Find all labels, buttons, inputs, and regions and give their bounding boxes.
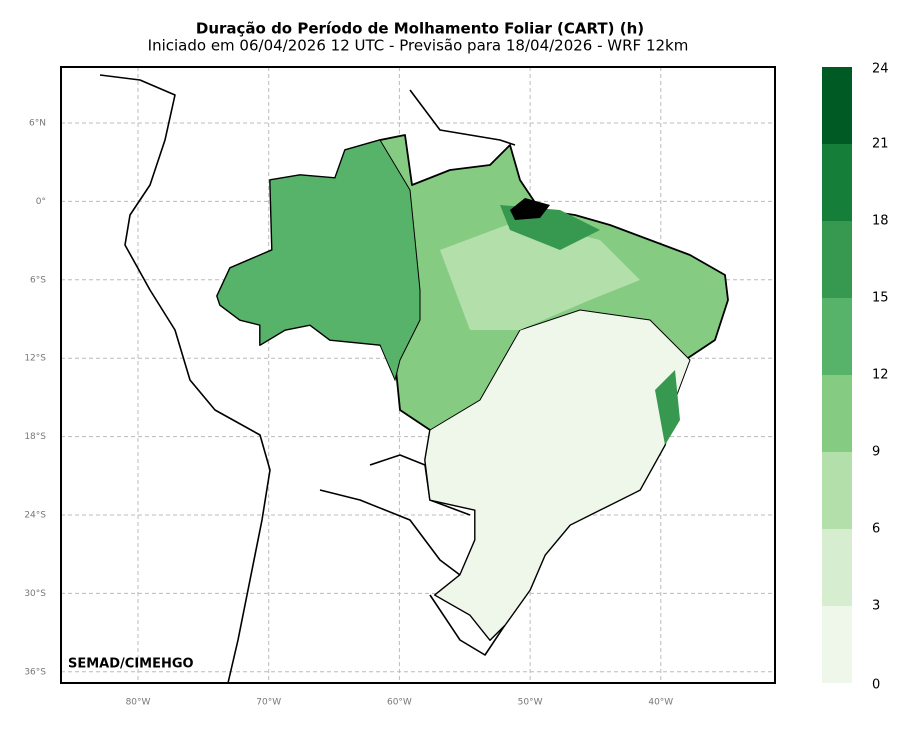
colorbar: 0 3 6 9 12 15 18 21 24	[822, 62, 889, 693]
lat-label: 6°N	[29, 119, 46, 129]
colorbar-bin	[822, 606, 852, 683]
title: Duração do Período de Molhamento Foliar …	[196, 20, 644, 38]
colorbar-bin	[822, 144, 852, 221]
marajo	[510, 198, 550, 220]
colorbar-bin	[822, 67, 852, 144]
wet-region	[216, 139, 421, 382]
lat-label: 30°S	[24, 589, 46, 599]
colorbar-tick-label: 21	[872, 137, 889, 152]
colorbar-tick-label: 15	[872, 291, 889, 306]
colorbar-tick-label: 0	[872, 678, 880, 693]
lon-label: 60°W	[387, 698, 412, 708]
mid-region	[440, 220, 640, 330]
colorbar-bin	[822, 298, 852, 375]
lat-label: 0°	[36, 197, 46, 207]
lat-label: 12°S	[24, 354, 46, 364]
colorbar-bin	[822, 375, 852, 452]
lon-label: 80°W	[126, 698, 151, 708]
credit: SEMAD/CIMEHGO	[68, 657, 194, 672]
colorbar-tick-label: 12	[872, 368, 889, 383]
lat-label: 24°S	[24, 511, 46, 521]
dry-region	[424, 309, 691, 641]
lat-label: 6°S	[30, 275, 46, 285]
south-america-outline	[99, 74, 516, 684]
map-frame	[60, 66, 776, 684]
lat-label: 36°S	[24, 667, 46, 677]
lon-label: 50°W	[518, 698, 543, 708]
colorbar-bin	[822, 221, 852, 298]
map: SEMAD/CIMEHGO	[60, 66, 776, 684]
colorbar-tick-label: 18	[872, 214, 889, 229]
colorbar-tick-label: 3	[872, 599, 880, 614]
lat-label: 18°S	[24, 432, 46, 442]
colorbar-bin	[822, 529, 852, 606]
lon-label: 40°W	[648, 698, 673, 708]
coast-region	[500, 205, 680, 445]
subtitle: Iniciado em 06/04/2026 12 UTC - Previsão…	[148, 37, 689, 55]
colorbar-tick-label: 6	[872, 522, 880, 537]
lon-label: 70°W	[256, 698, 281, 708]
colorbar-tick-label: 9	[872, 445, 880, 460]
colorbar-tick-label: 24	[872, 62, 889, 77]
colorbar-bin	[822, 452, 852, 529]
